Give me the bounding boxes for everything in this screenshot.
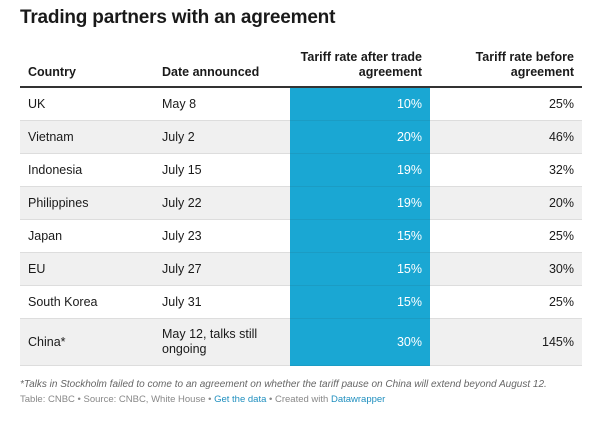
cell-tariff-after: 10% [290,87,430,121]
source-text: Table: CNBC • Source: CNBC, White House … [20,394,215,405]
cell-country: EU [20,252,154,286]
table-row: Indonesia July 15 19% 32% [20,153,582,187]
cell-country: Japan [20,219,154,253]
footnote: *Talks in Stockholm failed to come to an… [20,379,547,390]
cell-date: May 12, talks still ongoing [154,318,290,366]
table-row: UK May 8 10% 25% [20,87,582,121]
header-date[interactable]: Date announced [154,50,290,88]
cell-tariff-before: 20% [430,186,582,220]
cell-tariff-before: 25% [430,219,582,253]
datawrapper-link[interactable]: Datawrapper [330,394,386,405]
cell-date: May 8 [154,87,290,121]
cell-date: July 27 [154,252,290,286]
cell-tariff-after: 19% [290,186,430,220]
header-tariff-before[interactable]: Tariff rate before agreement [430,50,582,88]
tariff-table: Country Date announced Tariff rate after… [20,50,582,366]
table-header-row: Country Date announced Tariff rate after… [20,50,582,88]
cell-date: July 23 [154,219,290,253]
cell-tariff-before: 145% [430,318,582,366]
cell-country: South Korea [20,285,154,319]
get-data-link[interactable]: Get the data [214,394,267,405]
table-row: Japan July 23 15% 25% [20,219,582,253]
cell-tariff-before: 46% [430,120,582,154]
cell-tariff-before: 25% [430,285,582,319]
cell-country: China* [20,318,154,366]
cell-tariff-after: 15% [290,219,430,253]
cell-tariff-before: 25% [430,87,582,121]
cell-tariff-after: 30% [290,318,430,366]
cell-date: July 31 [154,285,290,319]
cell-country: Vietnam [20,120,154,154]
table-row: South Korea July 31 15% 25% [20,285,582,319]
page-title: Trading partners with an agreement [20,7,336,28]
cell-tariff-after: 15% [290,252,430,286]
cell-tariff-before: 32% [430,153,582,187]
source-created-text: • Created with [266,394,331,405]
source-line: Table: CNBC • Source: CNBC, White House … [20,394,582,406]
cell-tariff-before: 30% [430,252,582,286]
table-row: Philippines July 22 19% 20% [20,186,582,220]
header-tariff-after[interactable]: Tariff rate after trade agreement [290,50,430,88]
cell-tariff-after: 15% [290,285,430,319]
table-container: Trading partners with an agreement Count… [20,6,582,406]
cell-tariff-after: 20% [290,120,430,154]
cell-tariff-after: 19% [290,153,430,187]
cell-country: Indonesia [20,153,154,187]
cell-date: July 22 [154,186,290,220]
cell-country: Philippines [20,186,154,220]
table-row: China* May 12, talks still ongoing 30% 1… [20,318,582,366]
cell-date: July 2 [154,120,290,154]
header-country[interactable]: Country [20,50,154,88]
cell-date: July 15 [154,153,290,187]
table-row: EU July 27 15% 30% [20,252,582,286]
cell-country: UK [20,87,154,121]
table-row: Vietnam July 2 20% 46% [20,120,582,154]
